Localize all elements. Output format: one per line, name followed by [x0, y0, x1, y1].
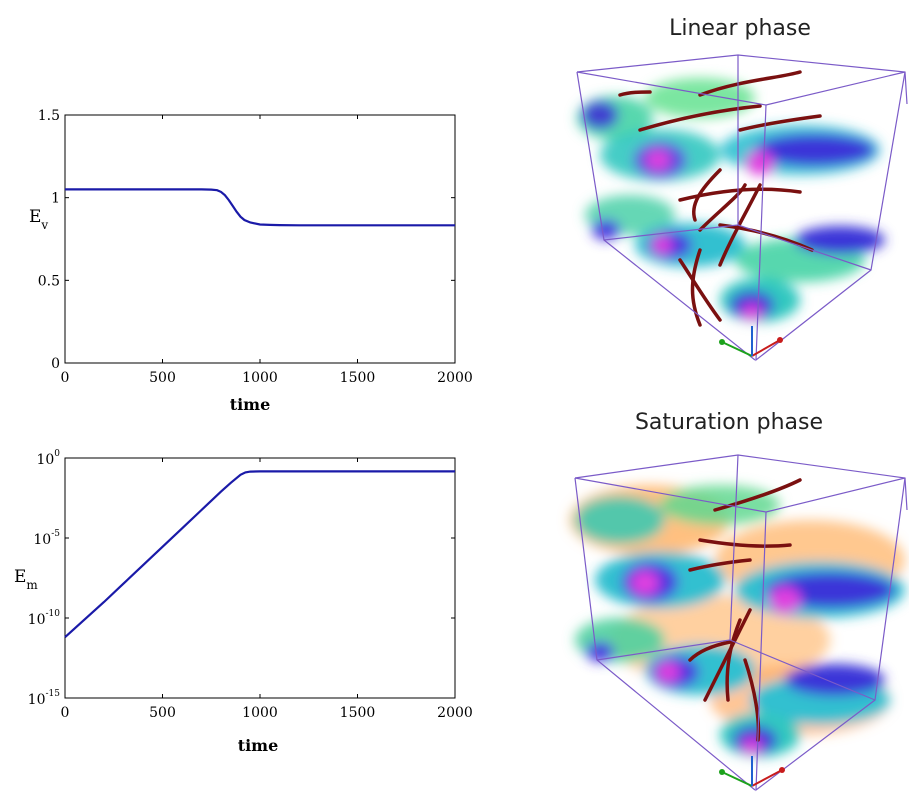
em-y-tick-label: 100: [36, 449, 60, 468]
ev-y-axis-label: Ev: [29, 207, 48, 232]
em-x-tick-label: 2000: [437, 705, 473, 721]
em-series-line: [64, 470, 455, 639]
ev-x-tick-label: 0: [61, 370, 70, 386]
em-x-tick-label: 1000: [242, 705, 278, 721]
ev-x-axis-label: time: [230, 395, 271, 414]
em-x-axis-label: time: [238, 736, 279, 755]
em-y-tick-label: 10-15: [28, 689, 61, 708]
linear-phase-visualization: [576, 54, 908, 362]
ev-y-tick-label: 1.5: [38, 108, 60, 124]
em-y-tick-label: 10-5: [33, 529, 60, 548]
linear-phase-cube: [576, 54, 908, 362]
saturation-phase-title: Saturation phase: [635, 410, 823, 435]
saturation-phase-field-blobs: [570, 485, 905, 757]
em-x-tick-label: 500: [149, 705, 176, 721]
ev-x-tick-label: 1500: [340, 370, 376, 386]
em-y-axis-label: Em: [14, 567, 38, 592]
ev-y-tick-label: 0.5: [38, 273, 60, 289]
saturation-phase-cube: [574, 454, 908, 792]
linear-phase-axes-icon: [719, 326, 783, 357]
ev-y-tick-label: 1: [51, 191, 60, 207]
saturation-phase-axes-icon: [719, 756, 785, 787]
ev-x-tick-label: 2000: [437, 370, 473, 386]
ev-series-line: [65, 188, 455, 227]
ev-plot-frame: [64, 114, 456, 364]
em-plot-frame: [64, 457, 456, 699]
saturation-phase-visualization: [570, 454, 908, 792]
linear-phase-field-lines: [618, 70, 822, 327]
ev-y-tick-label: 0: [51, 356, 60, 372]
em-x-tick-label: 1500: [340, 705, 376, 721]
linear-phase-title: Linear phase: [669, 16, 811, 41]
ev-x-tick-label: 1000: [242, 370, 278, 386]
ev-x-tick-label: 500: [149, 370, 176, 386]
em-y-tick-label: 10-10: [28, 609, 61, 628]
linear-phase-field-blobs: [577, 78, 885, 322]
saturation-phase-field-lines: [688, 478, 802, 742]
em-x-tick-label: 0: [61, 705, 70, 721]
ev-chart: 0 0.5 1 1.5 0 500 1000 1500 2000 time Ev: [29, 108, 473, 414]
